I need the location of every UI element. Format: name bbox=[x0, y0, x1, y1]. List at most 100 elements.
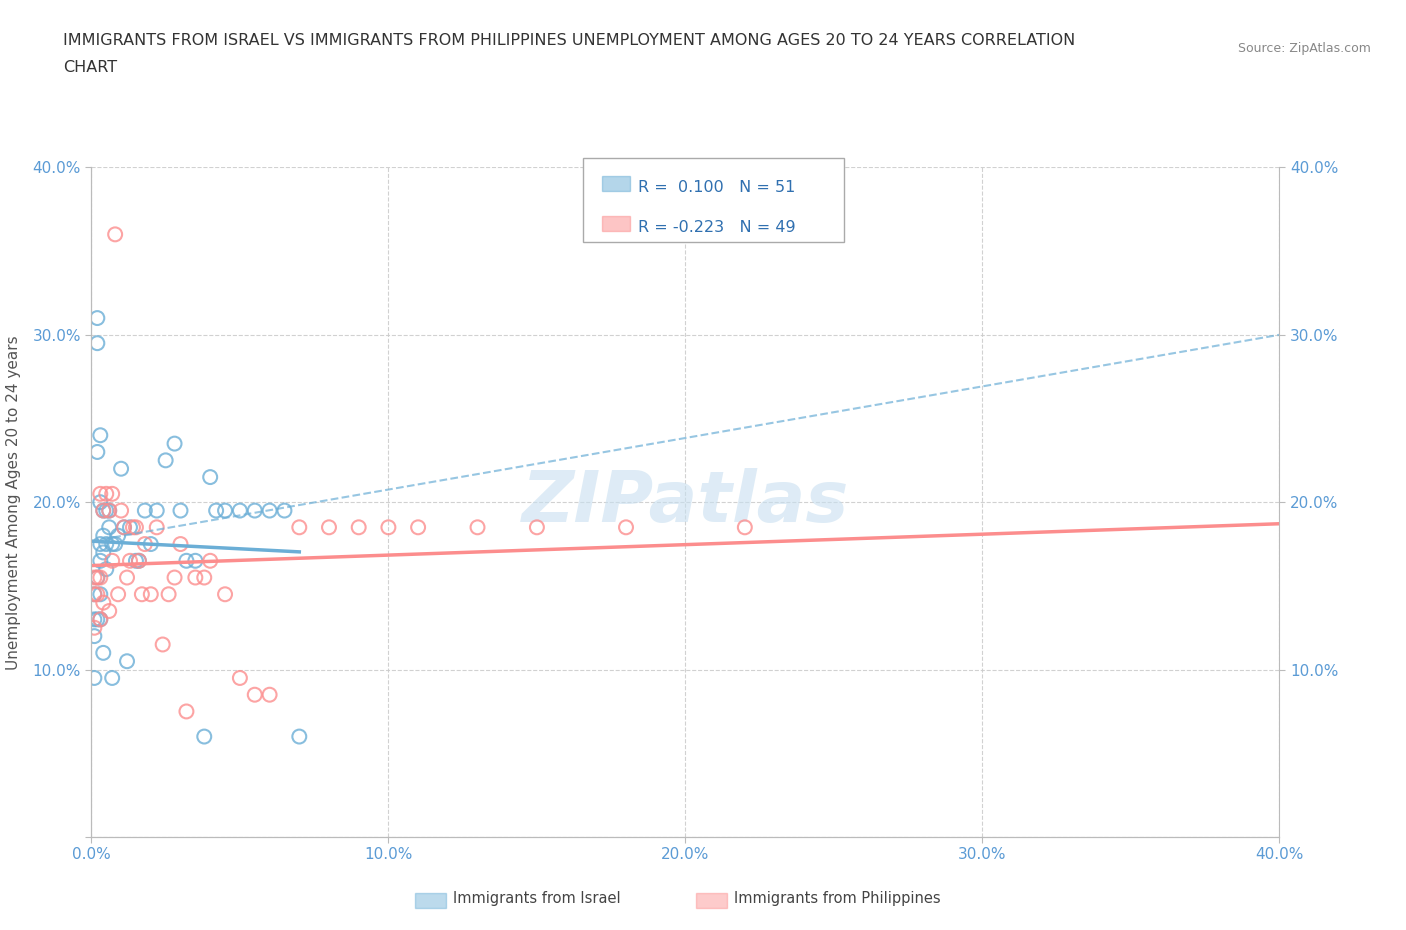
Point bbox=[89, 553, 111, 568]
Point bbox=[118, 553, 141, 568]
Point bbox=[83, 570, 105, 585]
Point bbox=[101, 671, 124, 685]
Point bbox=[101, 553, 124, 568]
Point bbox=[89, 537, 111, 551]
Point bbox=[243, 503, 266, 518]
Point bbox=[155, 453, 177, 468]
Text: ZIPatlas: ZIPatlas bbox=[522, 468, 849, 537]
Point bbox=[83, 587, 105, 602]
Point bbox=[96, 562, 118, 577]
Point bbox=[214, 503, 236, 518]
Point bbox=[131, 587, 153, 602]
Point bbox=[128, 553, 150, 568]
Point bbox=[318, 520, 340, 535]
Point bbox=[91, 503, 114, 518]
Point bbox=[98, 604, 121, 618]
Point bbox=[115, 570, 138, 585]
Point bbox=[89, 570, 111, 585]
Point bbox=[86, 570, 108, 585]
Point bbox=[110, 461, 132, 476]
Point bbox=[125, 553, 148, 568]
Point bbox=[98, 503, 121, 518]
Point bbox=[91, 528, 114, 543]
Point bbox=[104, 227, 127, 242]
Point bbox=[259, 503, 281, 518]
Point bbox=[83, 620, 105, 635]
Point bbox=[86, 445, 108, 459]
Point bbox=[96, 503, 118, 518]
Point bbox=[86, 587, 108, 602]
Point bbox=[118, 520, 141, 535]
Point bbox=[89, 495, 111, 510]
Point bbox=[89, 612, 111, 627]
Point bbox=[184, 553, 207, 568]
Point bbox=[467, 520, 489, 535]
Point bbox=[86, 570, 108, 585]
Point bbox=[134, 537, 156, 551]
Point bbox=[273, 503, 295, 518]
Point bbox=[107, 587, 129, 602]
Point bbox=[122, 520, 145, 535]
Text: CHART: CHART bbox=[63, 60, 117, 75]
Point bbox=[139, 587, 162, 602]
Point bbox=[214, 587, 236, 602]
Text: IMMIGRANTS FROM ISRAEL VS IMMIGRANTS FROM PHILIPPINES UNEMPLOYMENT AMONG AGES 20: IMMIGRANTS FROM ISRAEL VS IMMIGRANTS FRO… bbox=[63, 33, 1076, 47]
Point bbox=[139, 537, 162, 551]
Point bbox=[205, 503, 228, 518]
Point bbox=[91, 503, 114, 518]
Point bbox=[526, 520, 548, 535]
Point bbox=[89, 612, 111, 627]
Point bbox=[104, 537, 127, 551]
Point bbox=[184, 570, 207, 585]
Point bbox=[115, 654, 138, 669]
Point bbox=[288, 520, 311, 535]
Point bbox=[176, 704, 198, 719]
Text: Immigrants from Philippines: Immigrants from Philippines bbox=[734, 891, 941, 906]
Point bbox=[347, 520, 370, 535]
Point bbox=[406, 520, 429, 535]
Point bbox=[86, 311, 108, 325]
Point bbox=[176, 553, 198, 568]
Point bbox=[101, 537, 124, 551]
Point bbox=[200, 470, 222, 485]
Point bbox=[134, 503, 156, 518]
Point bbox=[169, 503, 191, 518]
Point bbox=[259, 687, 281, 702]
Point bbox=[96, 537, 118, 551]
Point bbox=[193, 729, 215, 744]
Point bbox=[89, 587, 111, 602]
Point bbox=[89, 428, 111, 443]
Text: R =  0.100   N = 51: R = 0.100 N = 51 bbox=[638, 180, 796, 195]
Point bbox=[377, 520, 399, 535]
Point bbox=[734, 520, 756, 535]
Point bbox=[163, 570, 186, 585]
Point bbox=[96, 486, 118, 501]
Text: Immigrants from Israel: Immigrants from Israel bbox=[453, 891, 620, 906]
Point bbox=[83, 612, 105, 627]
Point bbox=[83, 587, 105, 602]
Y-axis label: Unemployment Among Ages 20 to 24 years: Unemployment Among Ages 20 to 24 years bbox=[7, 335, 21, 670]
Point bbox=[101, 486, 124, 501]
Point bbox=[125, 520, 148, 535]
Point bbox=[128, 553, 150, 568]
Point bbox=[86, 336, 108, 351]
Point bbox=[89, 486, 111, 501]
Point bbox=[98, 520, 121, 535]
Point bbox=[107, 528, 129, 543]
Point bbox=[91, 645, 114, 660]
Point bbox=[83, 629, 105, 644]
Point bbox=[243, 687, 266, 702]
Point bbox=[83, 671, 105, 685]
Point bbox=[229, 503, 252, 518]
Point bbox=[288, 729, 311, 744]
Text: R = -0.223   N = 49: R = -0.223 N = 49 bbox=[638, 220, 796, 235]
Point bbox=[163, 436, 186, 451]
Point bbox=[157, 587, 180, 602]
Point bbox=[98, 503, 121, 518]
Point bbox=[145, 503, 167, 518]
Point bbox=[152, 637, 174, 652]
Point bbox=[86, 612, 108, 627]
Point bbox=[91, 595, 114, 610]
Point bbox=[110, 503, 132, 518]
Point bbox=[112, 520, 135, 535]
